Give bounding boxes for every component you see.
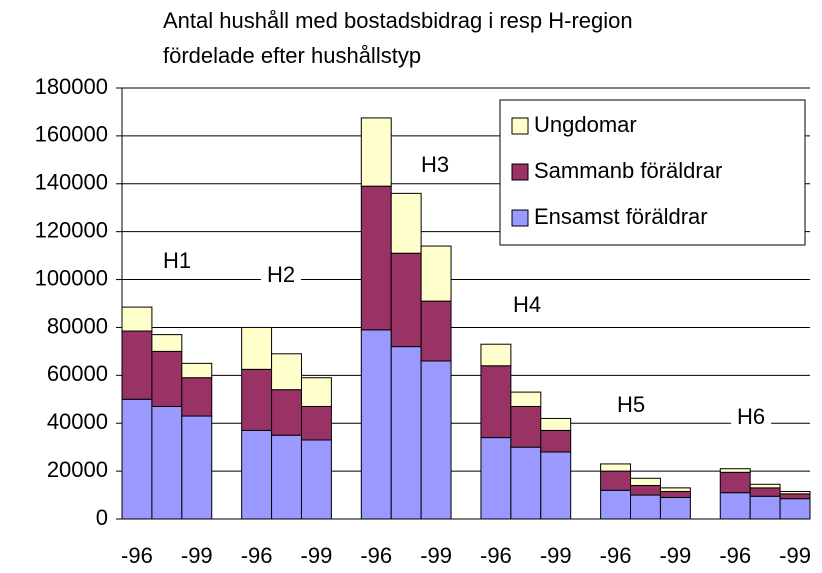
x-tick-label: -99 <box>181 543 213 568</box>
bar-segment <box>600 463 632 472</box>
bar-segment <box>659 496 691 520</box>
chart-title: Antal hushåll med bostadsbidrag i resp H… <box>163 8 633 33</box>
bar-segment <box>659 490 691 498</box>
bar-segment <box>510 391 542 407</box>
bar-segment <box>271 353 302 391</box>
x-tick-label: -96 <box>600 543 632 568</box>
bar-segment <box>719 468 751 473</box>
bar-segment <box>181 362 213 379</box>
legend <box>499 99 806 246</box>
bar-segment <box>151 350 183 407</box>
bar-segment <box>271 434 302 520</box>
bar-segment <box>480 343 512 367</box>
bar-segment <box>510 446 542 520</box>
annotation: H4 <box>513 292 541 317</box>
bar-segment <box>510 405 542 448</box>
x-tick-label: -96 <box>719 543 751 568</box>
bar-segment <box>630 477 661 486</box>
bar-segment <box>360 185 392 331</box>
x-tick-label: -99 <box>540 543 572 568</box>
legend-swatch <box>511 163 529 181</box>
legend-label: Sammanb föräldrar <box>534 158 722 183</box>
annotation-bg <box>415 152 455 180</box>
y-tick-label: 20000 <box>47 457 108 482</box>
bar-segment <box>719 492 751 520</box>
bar-segment <box>121 330 153 400</box>
bar-segment <box>241 326 273 370</box>
bar-segment <box>480 437 512 520</box>
bar-segment <box>121 398 153 520</box>
annotation: H2 <box>267 262 295 287</box>
bar-segment <box>779 498 811 520</box>
annotation-bg <box>261 262 301 290</box>
x-tick-label: -96 <box>241 543 273 568</box>
annotation-bg <box>507 292 547 320</box>
bar-segment <box>540 417 572 431</box>
annotation: H1 <box>163 248 191 273</box>
y-tick-label: 0 <box>96 505 108 530</box>
annotation-bg <box>731 404 771 432</box>
bar-segment <box>300 439 332 520</box>
x-tick-label: -99 <box>779 543 811 568</box>
bar-segment <box>600 470 632 491</box>
bar-segment <box>779 490 811 495</box>
bar-segment <box>630 484 661 496</box>
bar-segment <box>121 306 153 332</box>
bar-segment <box>151 334 183 352</box>
bar-segment <box>360 329 392 520</box>
annotation: H5 <box>617 392 645 417</box>
bar-segment <box>480 365 512 439</box>
legend-swatch <box>511 209 529 227</box>
bar-segment <box>749 495 781 520</box>
x-tick-label: -96 <box>360 543 392 568</box>
legend-label: Ungdomar <box>534 112 637 137</box>
bar-segment <box>630 494 661 520</box>
bar-segment <box>420 300 452 362</box>
bar-segment <box>241 429 273 520</box>
y-tick-label: 100000 <box>35 265 108 290</box>
annotation: H6 <box>737 404 765 429</box>
bar-segment <box>779 493 811 500</box>
bar-segment <box>151 405 183 520</box>
bar-segment <box>181 415 213 520</box>
bar-segment <box>749 487 781 497</box>
bar-segment <box>300 377 332 407</box>
bar-segment <box>390 252 422 348</box>
y-tick-label: 60000 <box>47 361 108 386</box>
x-tick-label: -99 <box>659 543 691 568</box>
x-tick-label: -99 <box>420 543 452 568</box>
bar-segment <box>749 483 781 489</box>
bar-segment <box>540 429 572 453</box>
y-tick-label: 80000 <box>47 313 108 338</box>
y-tick-label: 180000 <box>35 74 108 99</box>
legend-label: Ensamst föräldrar <box>534 204 708 229</box>
annotation-bg <box>157 248 197 276</box>
annotation-bg <box>611 392 651 420</box>
y-tick-label: 120000 <box>35 217 108 242</box>
bar-segment <box>420 360 452 520</box>
bar-segment <box>271 389 302 436</box>
y-tick-label: 140000 <box>35 170 108 195</box>
bar-segment <box>241 368 273 431</box>
chart-title: fördelade efter hushållstyp <box>163 43 421 68</box>
x-tick-label: -96 <box>121 543 153 568</box>
y-tick-label: 160000 <box>35 122 108 147</box>
bar-segment <box>659 487 691 492</box>
bar-segment <box>181 377 213 417</box>
bar-segment <box>360 117 392 187</box>
bar-segment <box>600 489 632 520</box>
annotation: H3 <box>421 152 449 177</box>
legend-swatch <box>511 117 529 135</box>
x-tick-label: -99 <box>301 543 333 568</box>
bar-segment <box>540 451 572 520</box>
bar-segment <box>300 405 332 441</box>
bar-segment <box>390 346 422 520</box>
bar-segment <box>420 245 452 302</box>
bar-segment <box>390 192 422 254</box>
y-tick-label: 40000 <box>47 409 108 434</box>
x-tick-label: -96 <box>480 543 512 568</box>
bar-segment <box>719 471 751 494</box>
